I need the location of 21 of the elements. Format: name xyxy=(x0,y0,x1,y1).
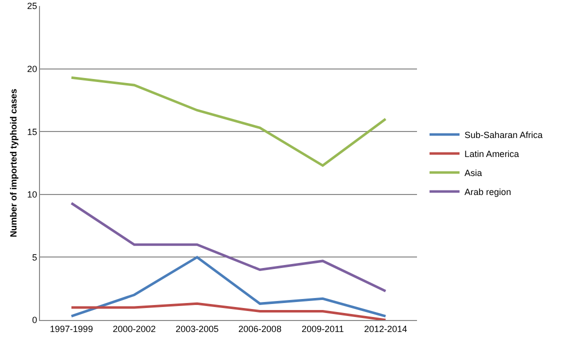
y-tick-label: 25 xyxy=(27,1,38,12)
legend-label: Arab region xyxy=(464,187,512,198)
y-tick-label: 10 xyxy=(27,190,38,200)
y-axis-title: Number of imported typhoid cases xyxy=(8,88,19,238)
legend-label: Asia xyxy=(464,168,482,178)
y-tick-label: 20 xyxy=(27,64,38,74)
x-tick-label: 2006-2008 xyxy=(238,324,282,334)
line-series xyxy=(70,302,387,320)
line-series xyxy=(70,202,387,292)
x-tick-label: 2012-2014 xyxy=(364,324,408,334)
line-series xyxy=(70,76,387,167)
legend-label: Latin America xyxy=(464,149,520,160)
y-tick-label: 5 xyxy=(32,252,38,262)
y-tick-label: 15 xyxy=(27,126,38,137)
x-tick-label: 2009-2011 xyxy=(302,324,344,334)
x-tick-label: 2003-2005 xyxy=(176,324,219,334)
x-tick-label: 1997-1999 xyxy=(50,324,93,334)
line-series xyxy=(70,256,387,318)
y-tick-label: 0 xyxy=(32,315,38,326)
x-tick-label: 2000-2002 xyxy=(112,324,156,334)
legend-label: Sub-Saharan Africa xyxy=(464,130,543,140)
